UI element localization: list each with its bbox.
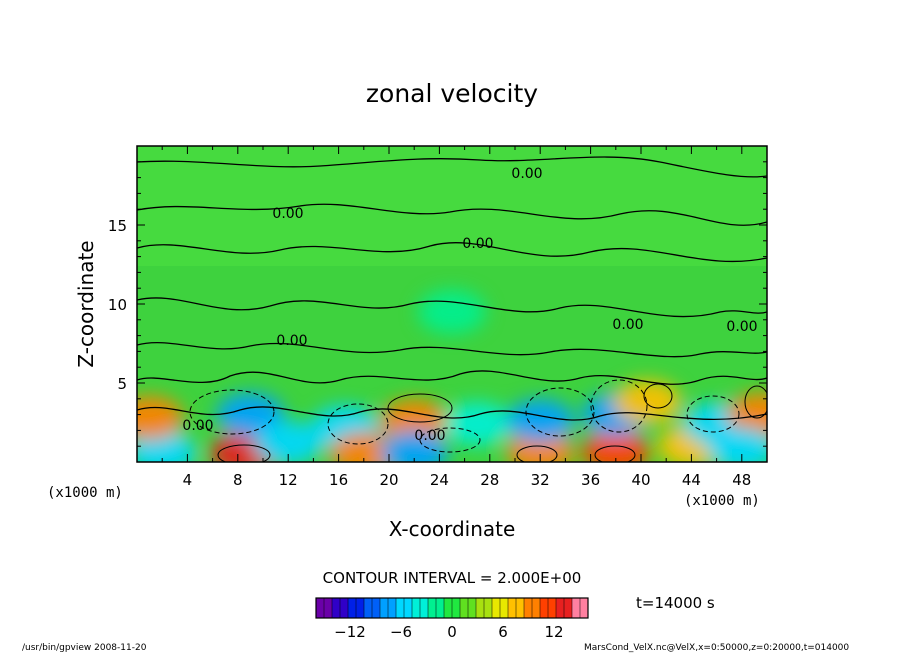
contour-label-3: 0.00 — [276, 333, 307, 349]
field-cell-19 — [418, 289, 486, 334]
colorbar-segment — [428, 598, 437, 618]
contour-label-6: 0.00 — [726, 319, 757, 335]
colorbar-segment — [348, 598, 357, 618]
colorbar-segment — [340, 598, 349, 618]
colorbar-segment — [468, 598, 477, 618]
colorbar-segment — [540, 598, 549, 618]
field-cell-18 — [707, 427, 767, 462]
chart-title: zonal velocity — [366, 79, 538, 108]
contour-label-5: 0.00 — [612, 317, 643, 333]
x-tick-label: 16 — [329, 471, 348, 489]
colorbar-segment — [412, 598, 421, 618]
colorbar-segment — [460, 598, 469, 618]
colorbar-segment — [388, 598, 397, 618]
colorbar-segment — [436, 598, 445, 618]
colorbar-segment — [564, 598, 573, 618]
colorbar-segment — [372, 598, 381, 618]
x-axis: 4 8 12 16 20 24 28 32 36 40 44 48 — [161, 146, 751, 489]
x-unit-right: (x1000 m) — [684, 493, 760, 509]
colorbar-segment — [324, 598, 333, 618]
colorbar-segment — [364, 598, 373, 618]
x-axis-label: X-coordinate — [389, 517, 516, 541]
x-tick-label: 24 — [430, 471, 449, 489]
colorbar-segment — [516, 598, 525, 618]
colorbar-segment — [580, 598, 589, 618]
contour-lines — [137, 156, 767, 421]
colorbar-segment — [452, 598, 461, 618]
y-axis: 5 10 15 — [108, 161, 767, 447]
colorbar-tick-label: −12 — [334, 623, 366, 641]
colorbar-ticks: −12 −6 0 6 12 — [334, 623, 563, 641]
colorbar-segment — [420, 598, 429, 618]
time-label: t=14000 s — [636, 594, 715, 612]
colorbar — [315, 597, 589, 619]
colorbar-segment — [444, 598, 453, 618]
colorbar-segment — [396, 598, 405, 618]
field-cell-3 — [216, 392, 285, 437]
colorbar-segment — [492, 598, 501, 618]
colorbar-segment — [532, 598, 541, 618]
colorbar-segment — [484, 598, 493, 618]
x-unit-left: (x1000 m) — [47, 485, 123, 501]
contour-interval: CONTOUR INTERVAL = 2.000E+00 — [323, 569, 582, 587]
field-cell-1 — [137, 395, 184, 440]
x-tick-label: 36 — [581, 471, 600, 489]
x-tick-label: 20 — [379, 471, 398, 489]
x-tick-label: 44 — [682, 471, 701, 489]
colorbar-segment — [380, 598, 389, 618]
field-cell-14 — [613, 379, 682, 424]
contour-label-2: 0.00 — [462, 236, 493, 252]
colorbar-segment — [508, 598, 517, 618]
colorbar-segment — [332, 598, 341, 618]
x-tick-label: 12 — [279, 471, 298, 489]
colorbar-segment — [476, 598, 485, 618]
colorbar-segment — [404, 598, 413, 618]
field-cell-8 — [380, 430, 449, 462]
x-tick-label: 28 — [480, 471, 499, 489]
contour-label-0: 0.00 — [511, 166, 542, 182]
contour-label-1: 0.00 — [272, 206, 303, 222]
colorbar-segment — [556, 598, 565, 618]
field-cell-12 — [581, 430, 650, 462]
negative-contours — [189, 379, 740, 453]
field-cell-4 — [254, 421, 323, 462]
colorbar-segment — [548, 598, 557, 618]
contour-label-4: 0.00 — [182, 418, 213, 434]
colorbar-tick-label: 6 — [498, 623, 508, 641]
footer-left: /usr/bin/gpview 2008-11-20 — [22, 643, 147, 653]
contour-label-7: 0.00 — [414, 428, 445, 444]
colorbar-segment — [500, 598, 509, 618]
x-tick-label: 8 — [233, 471, 243, 489]
colorbar-segment — [524, 598, 533, 618]
footer-right: MarsCond_VelX.nc@VelX,x=0:50000,z=0:2000… — [584, 643, 849, 653]
field-cell-17 — [726, 392, 767, 437]
colorbar-tick-label: 0 — [447, 623, 457, 641]
x-tick-label: 32 — [531, 471, 550, 489]
x-tick-label: 40 — [631, 471, 650, 489]
plot-field: 0.00 0.00 0.00 0.00 0.00 0.00 0.00 0.00 — [137, 146, 767, 462]
positive-contours — [217, 383, 767, 462]
y-axis-label: Z-coordinate — [74, 240, 98, 367]
y-tick-label: 5 — [117, 375, 127, 393]
contour-labels: 0.00 0.00 0.00 0.00 0.00 0.00 0.00 0.00 — [182, 166, 757, 444]
field-cell-11 — [506, 398, 575, 443]
x-tick-label: 4 — [183, 471, 193, 489]
colorbar-segment — [356, 598, 365, 618]
colorbar-segment — [316, 598, 325, 618]
y-tick-label: 15 — [108, 217, 127, 235]
field-cell-9 — [443, 402, 512, 447]
colorbar-tick-label: 12 — [544, 623, 563, 641]
colorbar-tick-label: −6 — [390, 623, 412, 641]
colorbar-segment — [572, 598, 581, 618]
x-tick-label: 48 — [732, 471, 751, 489]
colorbar-frame — [315, 597, 589, 619]
y-tick-label: 10 — [108, 296, 127, 314]
